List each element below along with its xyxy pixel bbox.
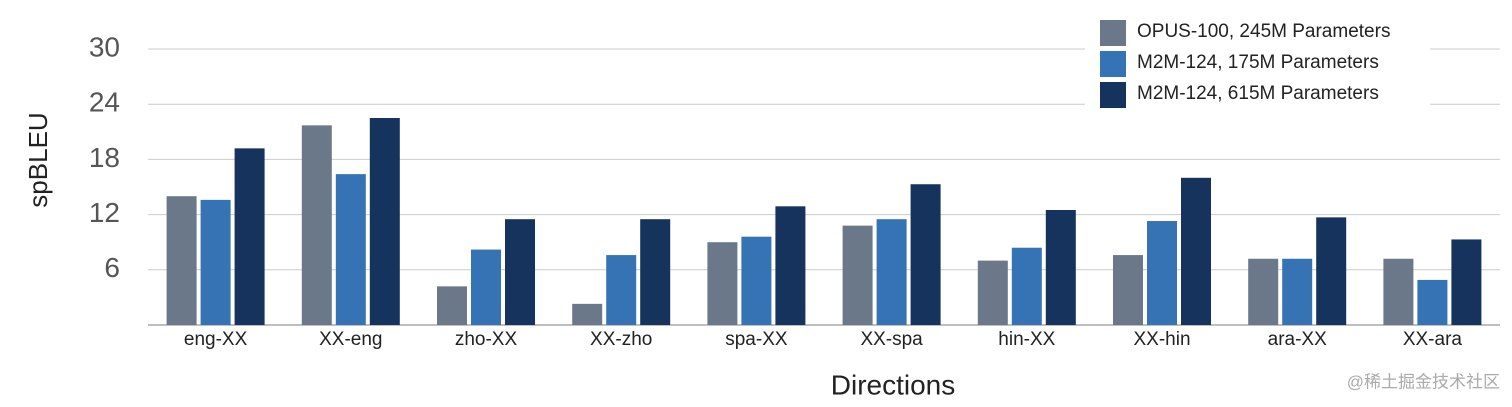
- x-tick-label: XX-hin: [1133, 329, 1190, 350]
- watermark: @稀土掘金技术社区: [1347, 372, 1500, 391]
- bar: [505, 219, 535, 325]
- bar: [775, 206, 806, 325]
- bar: [1282, 258, 1313, 325]
- x-tick-label: zho-XX: [455, 329, 518, 350]
- x-tick-label: hin-XX: [998, 329, 1055, 350]
- bar: [1113, 255, 1143, 325]
- y-tick-label: 30: [89, 31, 120, 62]
- bar: [234, 148, 265, 325]
- legend-label: M2M-124, 615M Parameters: [1137, 83, 1379, 104]
- x-tick-label: XX-ara: [1403, 329, 1463, 350]
- bar: [707, 242, 738, 325]
- legend-background: [1085, 10, 1430, 115]
- bar: [876, 219, 907, 325]
- bar: [1451, 239, 1482, 325]
- legend-swatch: [1100, 51, 1126, 77]
- bar: [1417, 279, 1448, 325]
- bar: [1147, 221, 1177, 325]
- bar: [741, 236, 772, 325]
- y-tick-label: 6: [104, 252, 120, 283]
- x-tick-label: XX-eng: [319, 329, 382, 350]
- bar: [910, 184, 941, 325]
- bar: [1383, 258, 1414, 325]
- legend-label: M2M-124, 175M Parameters: [1137, 52, 1379, 73]
- legend-label: OPUS-100, 245M Parameters: [1137, 21, 1390, 42]
- legend-swatch: [1100, 20, 1126, 46]
- legend-swatch: [1100, 82, 1126, 108]
- bar: [1045, 210, 1076, 325]
- y-tick-label: 18: [89, 142, 120, 173]
- x-tick-label: XX-zho: [590, 329, 652, 350]
- bar: [369, 118, 400, 325]
- x-tick-label: eng-XX: [184, 329, 248, 350]
- bar: [1248, 258, 1279, 325]
- y-axis-label: spBLEU: [23, 112, 53, 207]
- bar: [200, 199, 231, 325]
- bar: [842, 225, 873, 325]
- bar: [977, 260, 1008, 325]
- x-tick-label: XX-spa: [860, 329, 923, 350]
- bar: [166, 196, 197, 325]
- bar: [1316, 217, 1347, 325]
- y-tick-label: 24: [89, 87, 120, 118]
- y-tick-label: 12: [89, 197, 120, 228]
- bar: [606, 255, 637, 325]
- bar: [437, 286, 467, 325]
- x-axis-label: Directions: [831, 369, 955, 400]
- x-tick-label: spa-XX: [725, 329, 788, 350]
- x-tick-label: ara-XX: [1268, 329, 1327, 350]
- bar: [572, 303, 603, 325]
- bar: [301, 125, 332, 325]
- bar: [640, 219, 671, 325]
- bar: [1011, 247, 1042, 325]
- bar: [1181, 177, 1211, 325]
- bar: [335, 174, 366, 325]
- bar: [471, 249, 501, 325]
